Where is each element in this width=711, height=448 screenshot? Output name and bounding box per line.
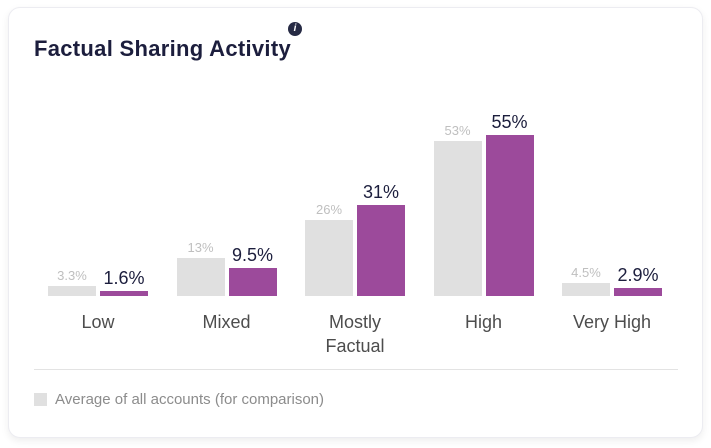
bar-group-high: 53% 55% [433,112,534,296]
account-bar-column: 2.9% [614,266,662,296]
avg-value-label: 4.5% [571,265,601,280]
account-value-label: 55% [491,112,528,132]
bar-chart: 3.3% 1.6% 13% 9.5% 26% 31 [48,101,662,296]
legend: Average of all accounts (for comparison) [34,391,324,408]
account-bar[interactable] [485,135,534,296]
avg-bar[interactable] [562,283,610,296]
info-icon[interactable]: i [288,22,302,36]
account-bar[interactable] [357,205,405,296]
avg-bar[interactable] [433,141,482,296]
account-bar[interactable] [614,288,662,296]
account-bar-column: 1.6% [100,269,148,296]
avg-bar[interactable] [176,258,225,296]
factual-sharing-card: Factual Sharing Activity i 3.3% 1.6% 13%… [8,7,703,438]
avg-value-label: 3.3% [57,268,87,283]
avg-bar[interactable] [48,286,96,296]
avg-value-label: 26% [315,202,343,217]
category-label-mixed: Mixed [202,312,251,332]
category-label-high: High [464,312,503,332]
account-bar-column: 31% [357,183,405,296]
avg-bar-column: 4.5% [562,266,610,296]
bar-group-mixed: 13% 9.5% [176,240,277,296]
category-label-mostly-factual: Mostly Factual [325,312,385,357]
avg-value-label: 53% [444,123,471,138]
avg-bar-column: 3.3% [48,269,96,296]
account-value-label: 2.9% [617,265,659,285]
category-axis: Low Mixed Mostly Factual High Very High [48,310,662,359]
avg-value-label: 13% [187,240,214,255]
avg-bar-column: 13% [176,240,225,296]
bar-group-low: 3.3% 1.6% [48,269,148,296]
avg-bar[interactable] [305,220,353,296]
account-bar-column: 55% [485,112,534,296]
account-bar-column: 9.5% [228,245,277,296]
legend-label-average: Average of all accounts (for comparison) [55,391,325,408]
bar-group-mostly-factual: 26% 31% [305,183,405,296]
account-bar[interactable] [100,291,148,296]
avg-bar-column: 26% [305,203,353,296]
divider [34,369,678,370]
account-value-label: 1.6% [103,268,145,288]
legend-swatch-average [34,393,47,406]
bar-group-very-high: 4.5% 2.9% [562,266,662,296]
category-label-very-high: Very High [572,312,652,332]
category-label-low: Low [81,312,115,332]
avg-bar-column: 53% [433,123,482,296]
card-title: Factual Sharing Activity [34,36,291,61]
account-bar[interactable] [228,268,277,296]
account-value-label: 31% [362,182,400,202]
account-value-label: 9.5% [231,245,274,265]
